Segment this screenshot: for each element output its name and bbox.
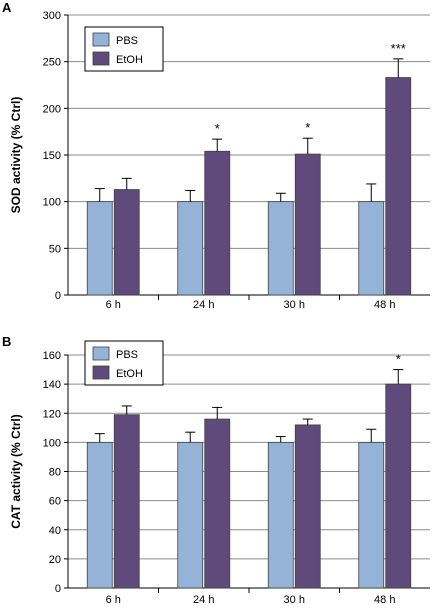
legend-swatch-pbs <box>92 346 110 361</box>
x-tick-label: 24 h <box>193 299 214 311</box>
y-tick-label: 200 <box>43 103 61 115</box>
legend-swatch-pbs <box>92 32 110 47</box>
chart-panel-a: A 0 50 100 150 200 250 300 SOD activity (% Ctrl)… <box>2 0 430 311</box>
y-tick-label: 40 <box>49 525 61 537</box>
y-tick-label: 0 <box>55 583 61 595</box>
bar-etoh <box>204 150 231 296</box>
y-axis-label: CAT activity (% Ctrl) <box>9 414 23 528</box>
significance-marker: * <box>396 352 401 367</box>
legend: PBS EtOH <box>84 26 164 72</box>
y-tick-label: 100 <box>43 437 61 449</box>
bar-etoh <box>113 189 140 296</box>
y-tick-label: 250 <box>43 57 61 69</box>
y-tick-label: 150 <box>43 150 61 162</box>
y-tick-label: 300 <box>43 10 61 22</box>
x-tick-label: 6 h <box>106 594 121 606</box>
x-tick-label: 30 h <box>284 594 305 606</box>
y-tick-label: 140 <box>43 379 61 391</box>
bar-etoh <box>385 77 412 296</box>
bar-pbs <box>177 201 204 296</box>
bar-etoh <box>294 153 321 296</box>
y-tick-label: 50 <box>49 243 61 255</box>
bar-pbs <box>267 441 294 589</box>
legend: PBS EtOH <box>84 340 164 386</box>
bar-pbs <box>86 441 113 589</box>
legend-label-pbs: PBS <box>116 349 138 361</box>
y-tick-label: 60 <box>49 496 61 508</box>
bar-etoh <box>204 418 231 589</box>
bar-pbs <box>267 201 294 296</box>
y-tick-label: 80 <box>49 467 61 479</box>
bar-pbs <box>358 441 385 589</box>
x-tick-label: 48 h <box>374 594 395 606</box>
panel-letter: B <box>2 334 11 349</box>
y-axis-label: SOD activity (% Ctrl) <box>9 97 23 214</box>
legend-label-etoh: EtOH <box>116 54 143 66</box>
legend-label-etoh: EtOH <box>116 368 143 380</box>
x-tick-label: 6 h <box>106 299 121 311</box>
legend-label-pbs: PBS <box>116 35 138 47</box>
y-tick-label: 160 <box>43 350 61 362</box>
y-tick-label: 100 <box>43 197 61 209</box>
significance-marker: *** <box>391 41 406 56</box>
y-tick-label: 120 <box>43 408 61 420</box>
significance-marker: * <box>215 121 220 136</box>
bar-pbs <box>86 201 113 296</box>
y-tick-label: 20 <box>49 554 61 566</box>
x-tick-label: 30 h <box>284 299 305 311</box>
bar-pbs <box>358 201 385 296</box>
legend-swatch-etoh <box>92 51 110 66</box>
bar-etoh <box>113 414 140 589</box>
y-tick-label: 0 <box>55 290 61 302</box>
x-tick-label: 24 h <box>193 594 214 606</box>
significance-marker: * <box>305 120 310 135</box>
bar-pbs <box>177 441 204 589</box>
x-tick-label: 48 h <box>374 299 395 311</box>
legend-swatch-etoh <box>92 365 110 380</box>
chart-panel-b: B 0 20 40 60 80 100 120 140 160 CAT activity (% Ct… <box>2 334 430 606</box>
bar-etoh <box>385 383 412 589</box>
bar-etoh <box>294 424 321 589</box>
panel-letter: A <box>2 0 12 15</box>
